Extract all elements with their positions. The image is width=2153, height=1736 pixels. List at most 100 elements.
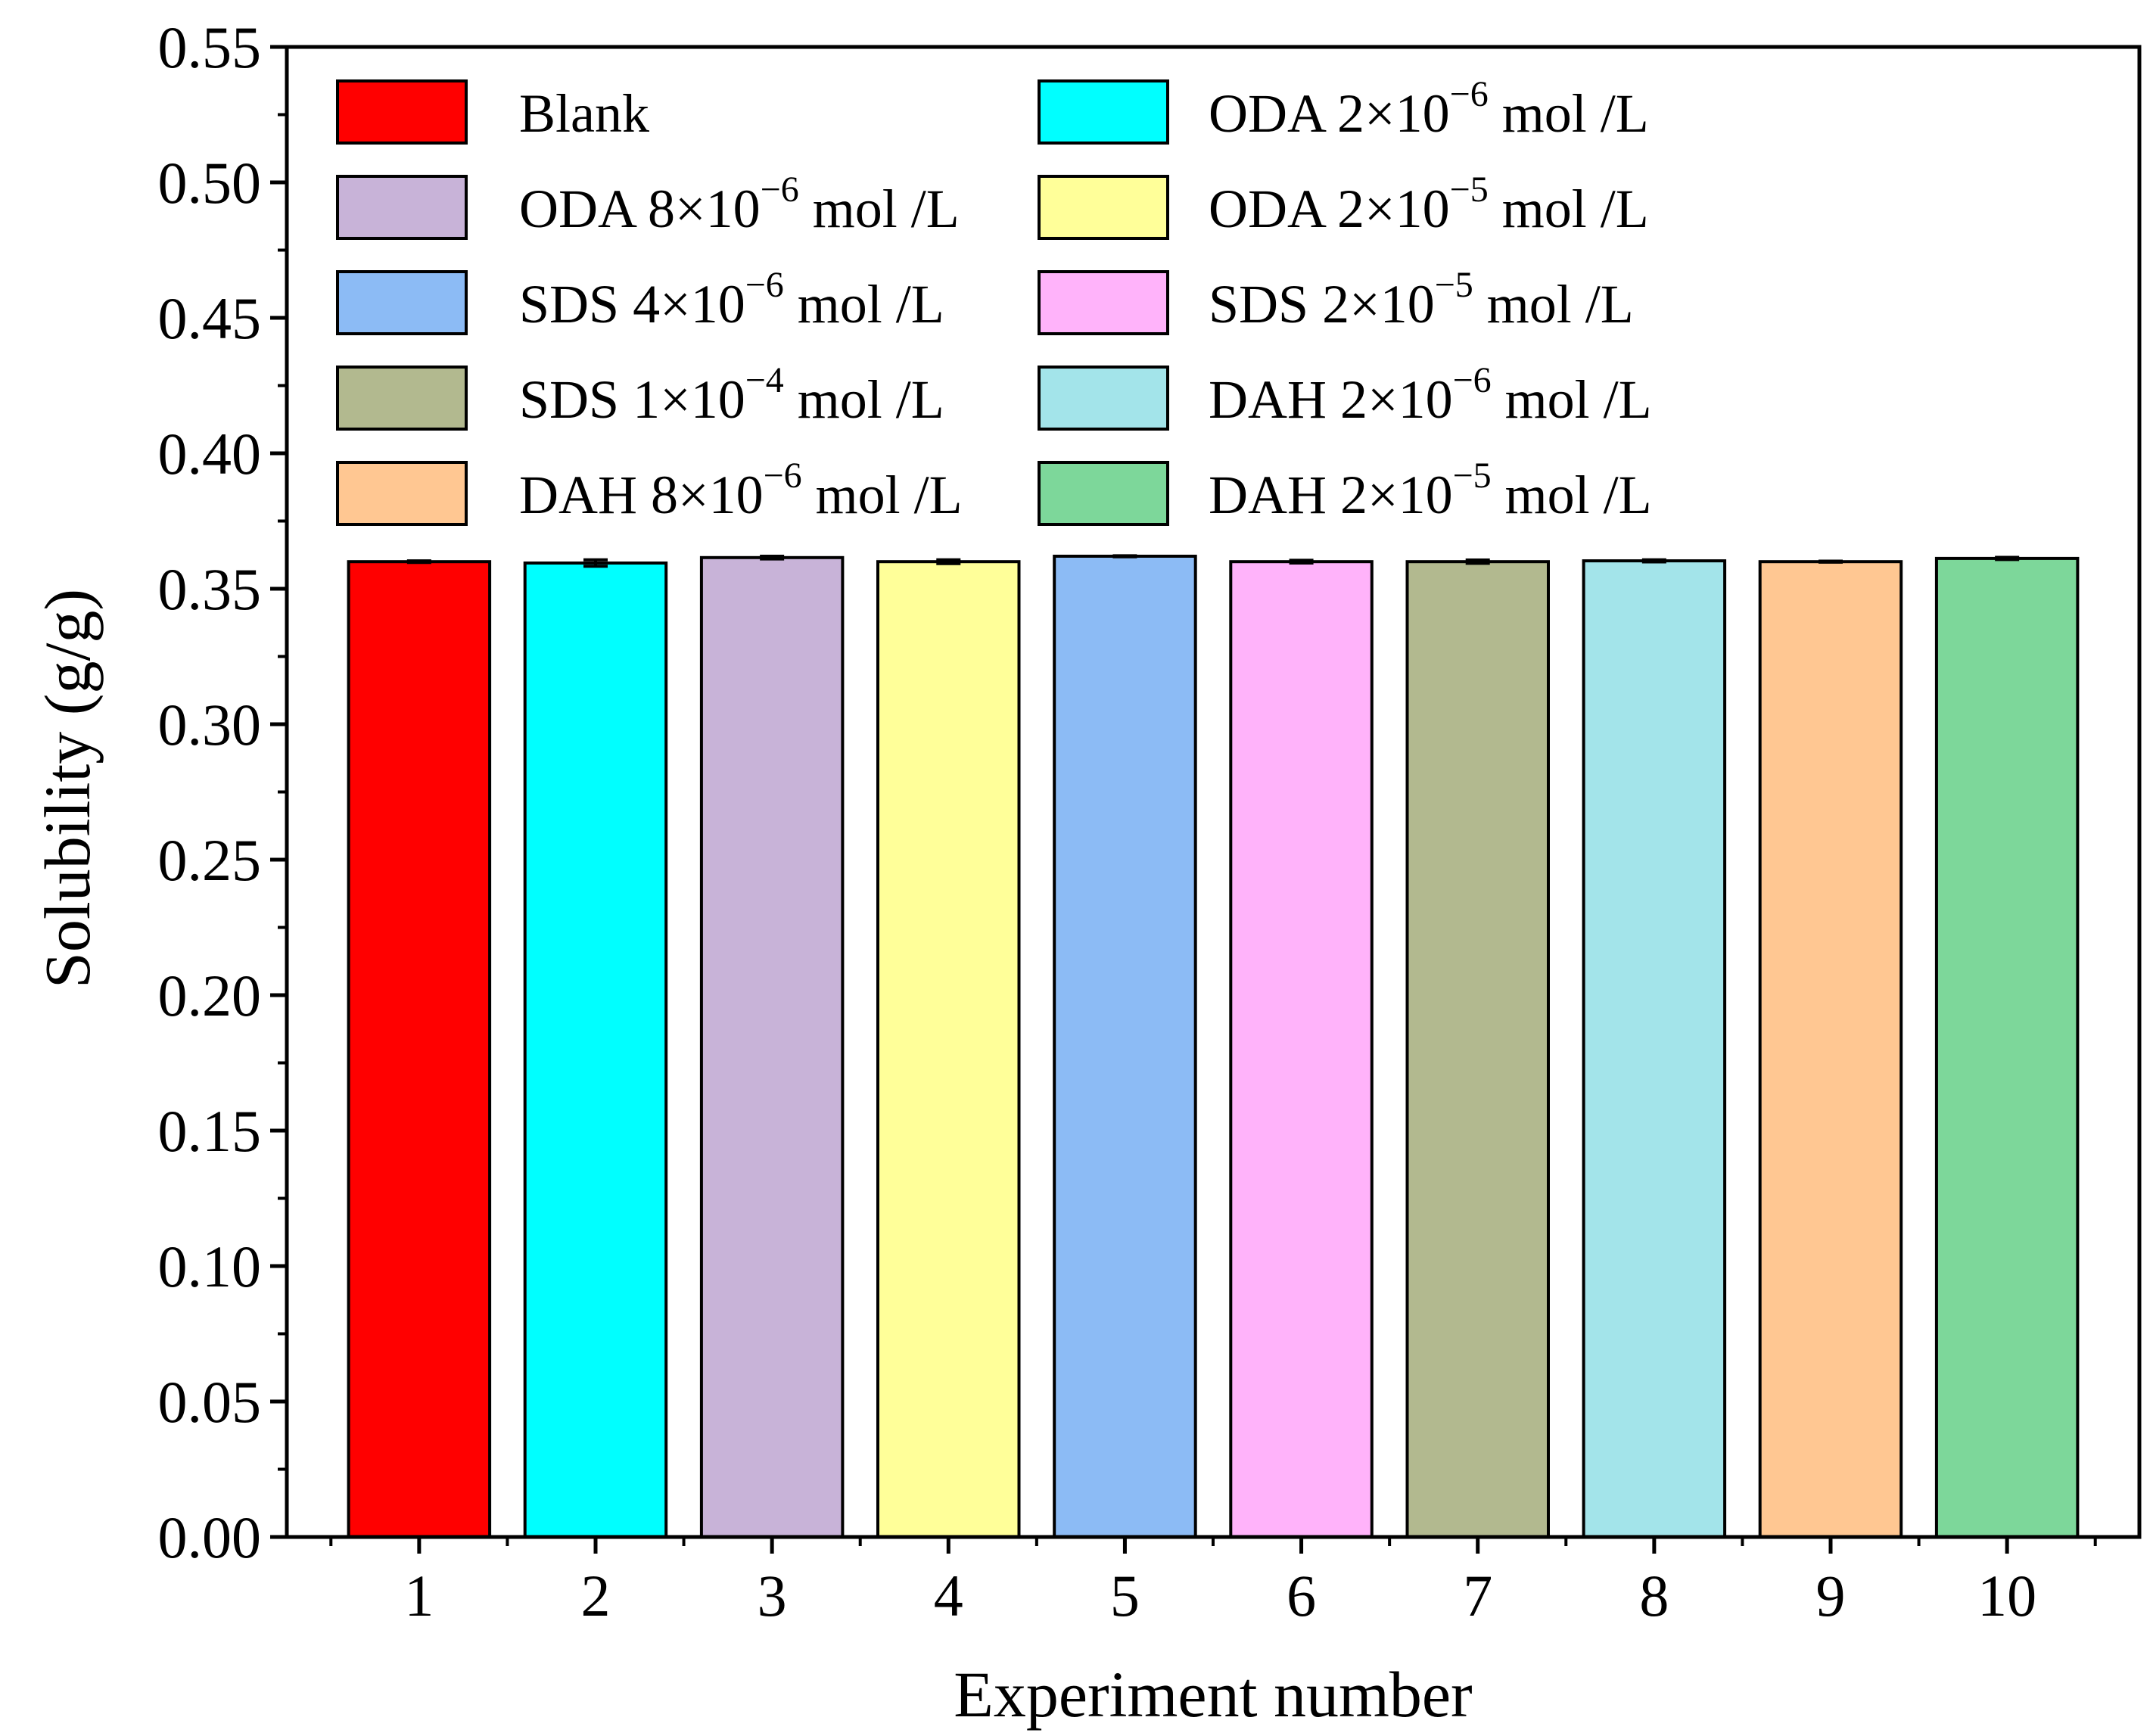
legend-label-4: ODA 2×10−5 mol /L [1209, 170, 1649, 239]
legend-label-unit: mol /L [1489, 83, 1649, 144]
legend-label-main: DAH 2×10 [1209, 465, 1453, 525]
error-bar-4 [936, 558, 961, 565]
legend-label-exponent: −5 [1435, 265, 1473, 305]
bar-7 [1405, 560, 1550, 1539]
legend-label-main: Blank [519, 83, 649, 144]
error-bar-6 [1289, 558, 1314, 565]
legend-label-exponent: −5 [1450, 170, 1489, 210]
bar-10 [1934, 556, 2080, 1538]
y-axis-title: Solubility (g/g) [31, 589, 104, 988]
error-bars-group [406, 554, 2020, 568]
y-tick-label-11: 0.55 [158, 14, 262, 80]
legend-label-unit: mol /L [784, 369, 944, 430]
legend-label-main: SDS 2×10 [1209, 274, 1435, 334]
error-bar-9 [1819, 559, 1843, 564]
y-tick-label-9: 0.45 [158, 285, 262, 351]
x-tick-label-7: 7 [1463, 1563, 1492, 1629]
legend-label-6: SDS 2×10−5 mol /L [1209, 265, 1634, 334]
legend-label-10: DAH 2×10−5 mol /L [1209, 456, 1652, 525]
legend-swatch-2 [1038, 79, 1169, 145]
legend-item-2: ODA 2×10−6 mol /L [1038, 74, 1649, 145]
legend-item-3: ODA 8×10−6 mol /L [336, 170, 960, 240]
legend-label-unit: mol /L [784, 274, 944, 334]
legend-item-1: Blank [336, 79, 649, 145]
legend-label-main: SDS 1×10 [519, 369, 745, 430]
legend-swatch-7 [336, 366, 468, 431]
bar-5 [1053, 555, 1197, 1538]
bar-4 [876, 560, 1021, 1539]
legend-swatch-3 [336, 175, 468, 240]
x-tick-label-4: 4 [934, 1563, 963, 1629]
legend-label-7: SDS 1×10−4 mol /L [519, 360, 944, 430]
legend-swatch-5 [336, 270, 468, 335]
legend-label-exponent: −6 [1450, 74, 1489, 114]
legend-label-main: ODA 2×10 [1209, 83, 1450, 144]
y-tick-label-8: 0.40 [158, 421, 262, 487]
bar-2 [523, 562, 668, 1538]
legend-label-unit: mol /L [802, 465, 963, 525]
legend-swatch-10 [1038, 461, 1169, 526]
legend-label-exponent: −6 [761, 170, 799, 210]
legend-item-5: SDS 4×10−6 mol /L [336, 265, 944, 335]
legend-label-main: ODA 8×10 [519, 179, 761, 239]
legend-label-unit: mol /L [1489, 179, 1649, 239]
legend-label-unit: mol /L [1492, 465, 1652, 525]
legend-item-7: SDS 1×10−4 mol /L [336, 360, 944, 431]
bar-9 [1758, 560, 1903, 1539]
legend-swatch-8 [1038, 366, 1169, 431]
x-tick-label-9: 9 [1816, 1563, 1846, 1629]
x-tick-label-2: 2 [581, 1563, 611, 1629]
legend-swatch-6 [1038, 270, 1169, 335]
legend-label-unit: mol /L [1473, 274, 1634, 334]
legend-item-8: DAH 2×10−6 mol /L [1038, 360, 1652, 431]
error-bar-5 [1112, 554, 1137, 558]
error-bar-1 [406, 559, 431, 565]
legend-label-exponent: −4 [745, 360, 784, 400]
legend-label-8: DAH 2×10−6 mol /L [1209, 360, 1652, 430]
error-bar-7 [1465, 558, 1490, 565]
y-tick-label-4: 0.20 [158, 963, 262, 1028]
x-tick-label-10: 10 [1977, 1563, 2036, 1629]
bar-6 [1229, 560, 1374, 1539]
legend-label-main: DAH 8×10 [519, 465, 764, 525]
y-tick-label-0: 0.00 [158, 1504, 262, 1570]
x-tick-label-1: 1 [404, 1563, 434, 1629]
legend-label-unit: mol /L [1492, 369, 1652, 430]
y-tick-label-6: 0.30 [158, 692, 262, 758]
x-tick-label-3: 3 [758, 1563, 787, 1629]
legend-label-exponent: −6 [764, 456, 802, 496]
y-tick-label-7: 0.35 [158, 556, 262, 622]
legend-swatch-1 [336, 79, 468, 145]
legend-label-5: SDS 4×10−6 mol /L [519, 265, 944, 334]
legend-label-9: DAH 8×10−6 mol /L [519, 456, 963, 525]
legend-label-main: ODA 2×10 [1209, 179, 1450, 239]
x-tick-label-8: 8 [1639, 1563, 1669, 1629]
y-tick-label-5: 0.25 [158, 827, 262, 893]
legend-label-main: SDS 4×10 [519, 274, 745, 334]
error-bar-3 [760, 555, 785, 561]
error-bar-2 [583, 558, 608, 568]
legend-label-exponent: −6 [745, 265, 784, 305]
bar-8 [1582, 559, 1727, 1538]
legend-item-6: SDS 2×10−5 mol /L [1038, 265, 1634, 335]
y-tick-label-2: 0.10 [158, 1234, 262, 1299]
legend-label-1: Blank [519, 83, 649, 144]
error-bar-10 [1995, 555, 2020, 562]
error-bar-8 [1641, 558, 1666, 564]
legend-label-2: ODA 2×10−6 mol /L [1209, 74, 1649, 144]
y-tick-label-10: 0.50 [158, 150, 262, 216]
legend-label-exponent: −6 [1453, 360, 1492, 400]
y-tick-label-3: 0.15 [158, 1098, 262, 1164]
y-tick-label-1: 0.05 [158, 1369, 262, 1435]
axes-group: 0.00 0.05 0.10 0.15 0.20 0.25 0.30 0.35 0.40 0.45… [158, 14, 2142, 1629]
legend-swatch-4 [1038, 175, 1169, 240]
legend-swatch-9 [336, 461, 468, 526]
bars-group [347, 555, 2080, 1539]
legend-label-unit: mol /L [799, 179, 960, 239]
legend-label-3: ODA 8×10−6 mol /L [519, 170, 960, 239]
legend-label-exponent: −5 [1453, 456, 1492, 496]
legend-item-10: DAH 2×10−5 mol /L [1038, 456, 1652, 526]
bar-3 [699, 555, 845, 1538]
